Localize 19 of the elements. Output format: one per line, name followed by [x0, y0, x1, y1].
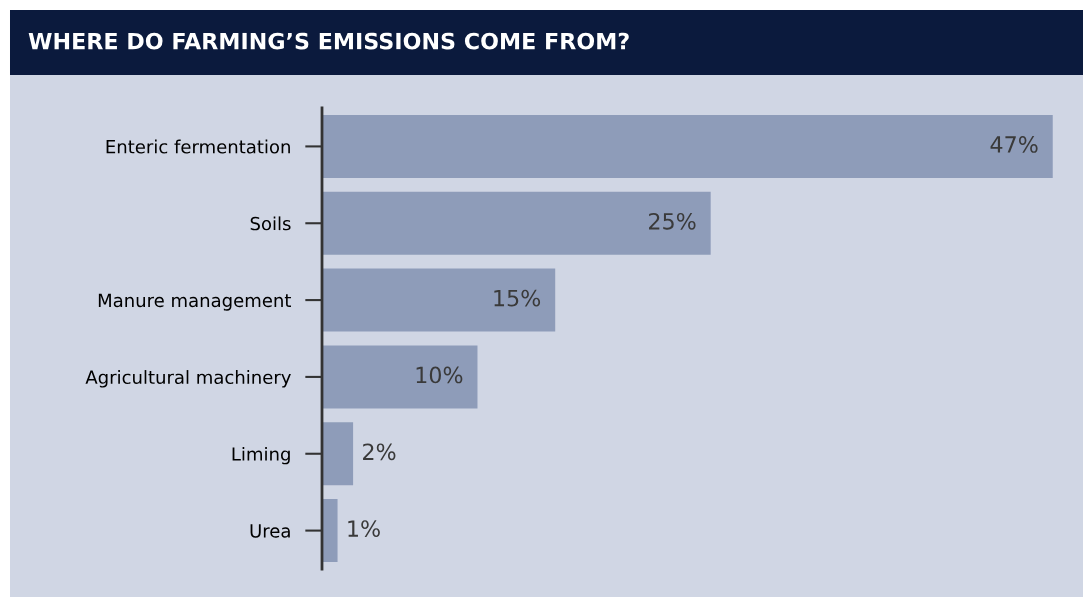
- data-label: 25%: [649, 212, 696, 230]
- data-label: 15%: [494, 289, 541, 307]
- bar: [322, 345, 478, 409]
- y-tick-label: Liming: [232, 446, 290, 465]
- data-label: 2%: [363, 443, 396, 461]
- data-label: 1%: [348, 520, 380, 538]
- y-tick-label: Agricultural machinery: [85, 370, 291, 388]
- bar: [322, 499, 338, 563]
- y-tick-label: Manure management: [98, 293, 292, 311]
- y-tick-label: Soils: [250, 216, 291, 231]
- chart-title: WHERE DO FARMING’S EMISSIONS COME FROM?: [28, 32, 629, 50]
- bar: [322, 191, 711, 255]
- y-tick-label: Urea: [250, 524, 290, 538]
- bar: [322, 114, 1053, 178]
- data-label: 10%: [416, 366, 463, 384]
- bar: [322, 268, 556, 332]
- data-label: 47%: [990, 136, 1038, 153]
- bar: [322, 422, 354, 486]
- y-tick-label: Enteric fermentation: [106, 139, 290, 154]
